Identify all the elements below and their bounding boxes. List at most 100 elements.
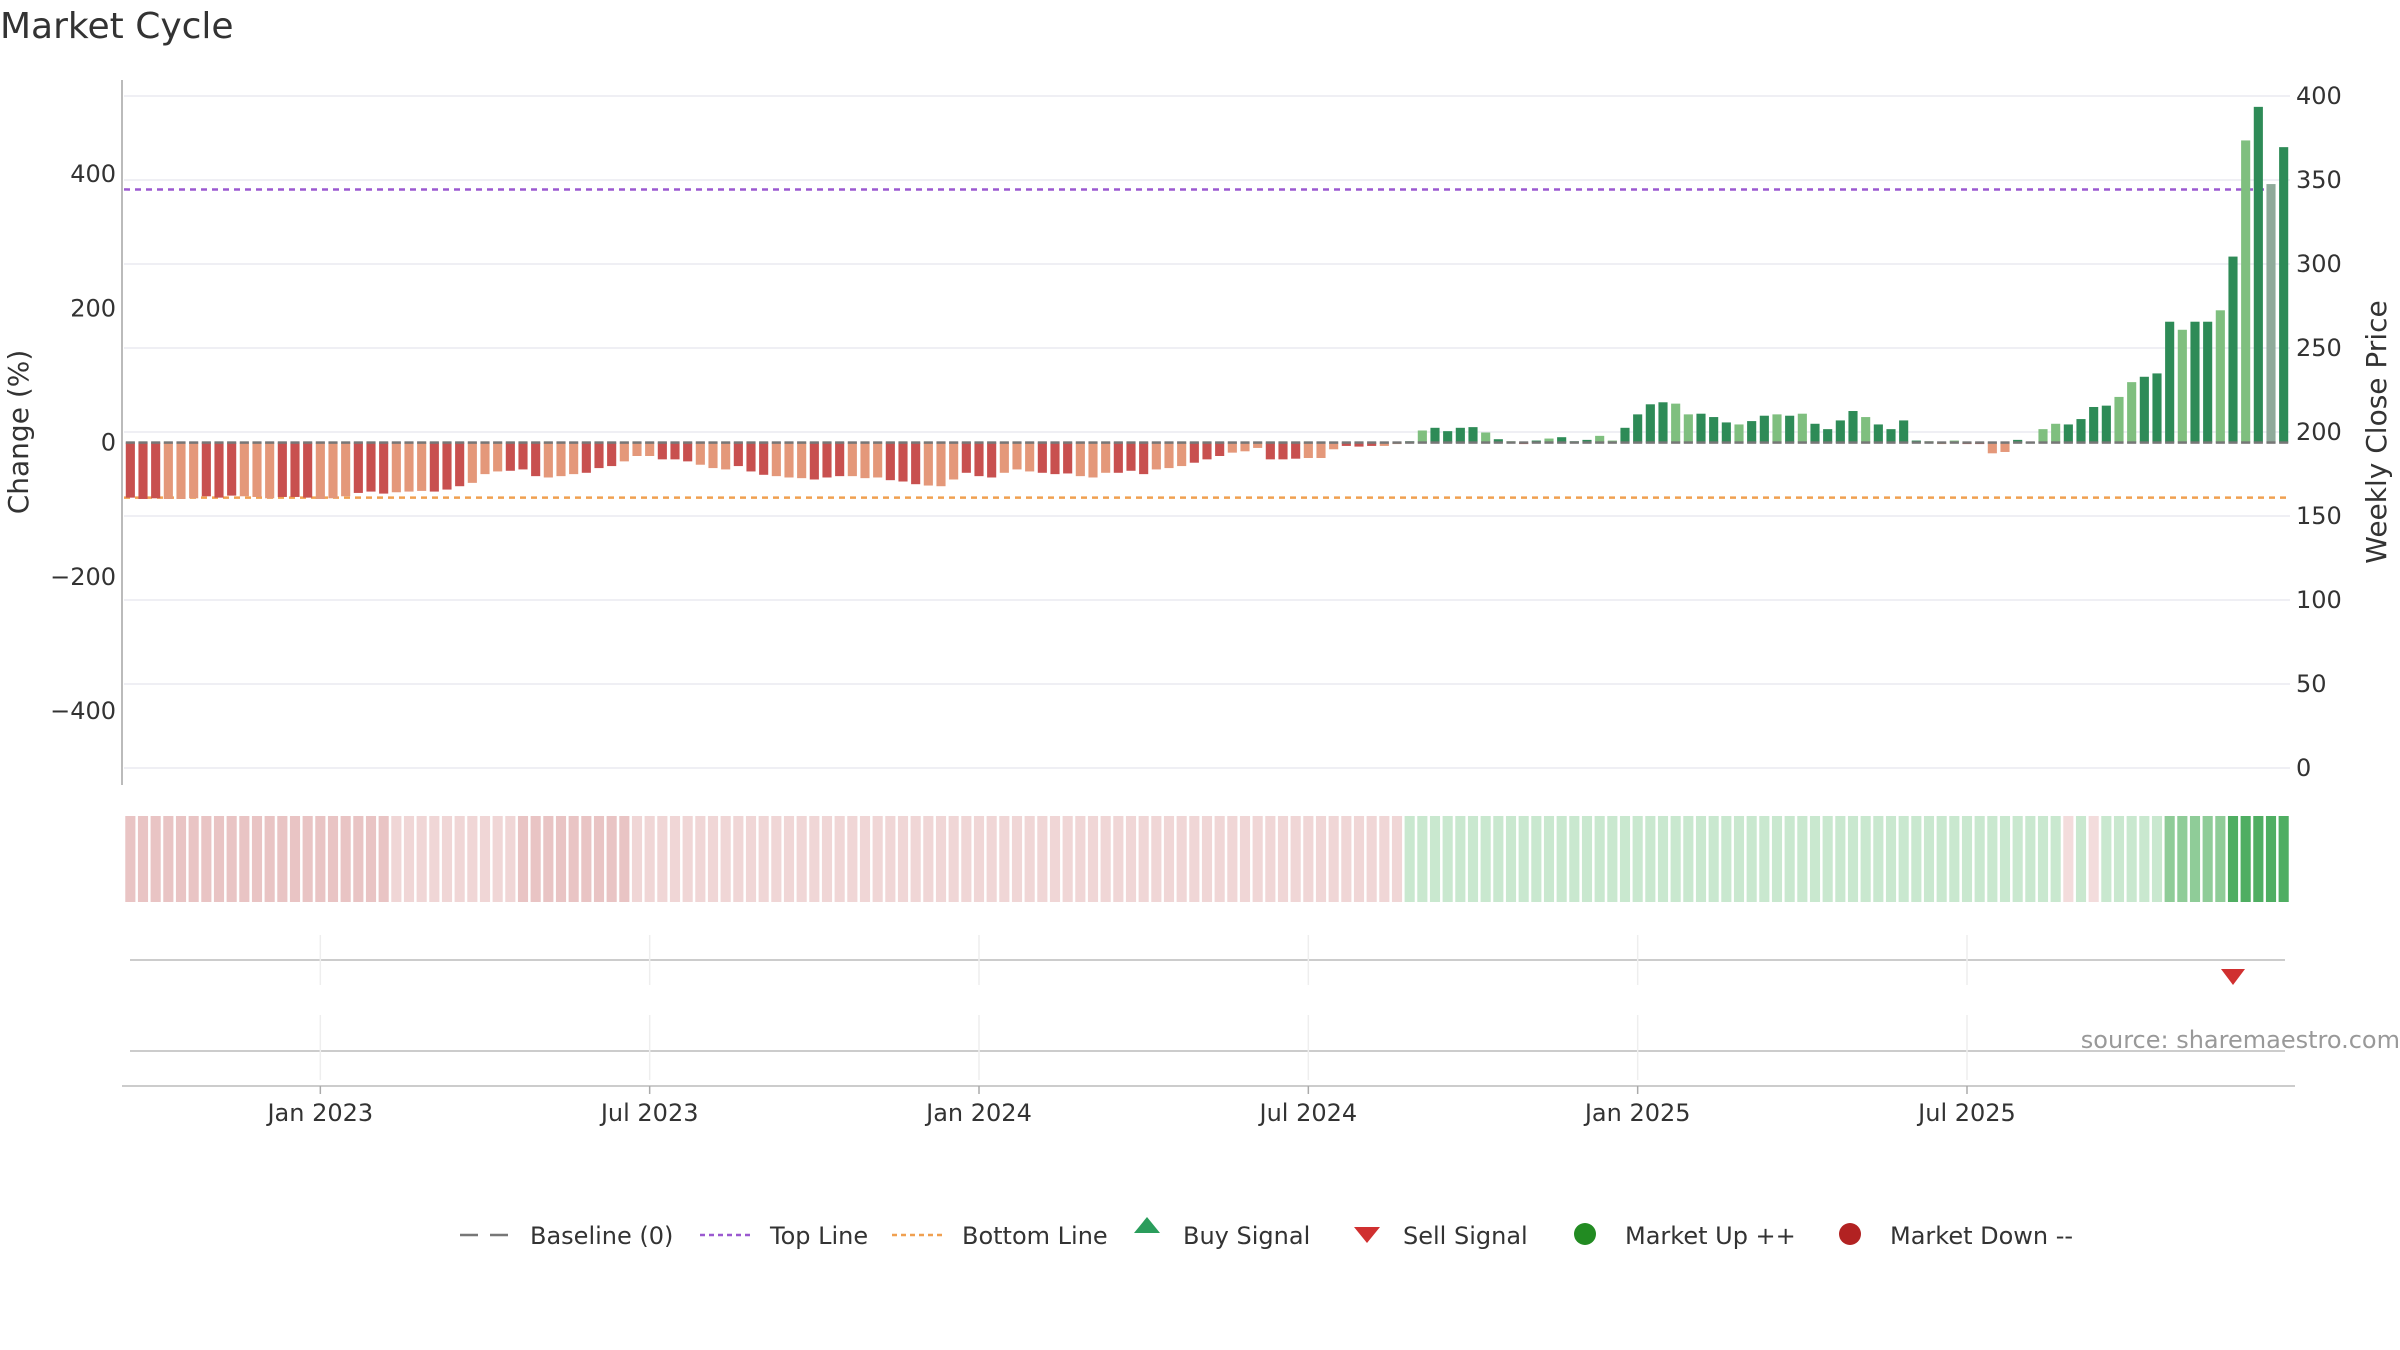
strip-cell [669,816,681,902]
strip-cell [403,816,415,902]
bar-week-157 [2114,396,2124,443]
legend: Baseline (0) Top Line Bottom Line Buy Signa… [460,1217,2073,1250]
bar-week-121 [1658,402,1668,443]
bar-week-115 [1582,439,1592,443]
strip-cell [1594,816,1605,902]
bar-week-147 [1987,442,1997,454]
strip-cell [2215,816,2226,902]
strip-cell [2278,816,2289,902]
strip-cell [492,816,503,902]
bar-week-96 [1341,442,1351,446]
chart-title: Market Cycle [0,6,234,47]
right-tick-label: 0 [2296,754,2311,782]
bar-week-91 [1278,442,1288,460]
bar-week-57 [847,442,857,477]
strip-cell [1835,816,1846,902]
bar-week-66 [961,442,971,473]
market-down-icon [1839,1223,1861,1245]
strip-cell [1113,816,1124,902]
strip-cell [733,816,744,902]
bar-week-88 [1240,442,1250,452]
legend-item: Buy Signal [1134,1217,1310,1250]
bar-week-130 [1772,414,1782,443]
bar-week-75 [1075,442,1085,477]
bar-week-52 [784,442,794,478]
strip-cell [1556,816,1567,902]
strip-cell [1201,816,1213,902]
bar-week-152 [2051,423,2061,443]
bar-week-127 [1734,424,1744,443]
left-tick-label: 200 [70,294,116,322]
strip-cell [1239,816,1251,902]
bar-week-170 [2279,147,2289,443]
bar-week-47 [721,442,731,470]
strip-cell [1683,816,1694,902]
bar-week-21 [391,442,401,493]
bar-week-1 [138,442,148,499]
strip-cell [251,816,263,902]
strip-cell [619,816,630,902]
bar-week-148 [2000,442,2010,452]
bar-week-98 [1367,442,1377,446]
strip-cell [1999,816,2011,902]
bar-week-102 [1417,430,1427,443]
bar-week-65 [949,442,959,480]
bar-week-90 [1265,442,1275,460]
bar-week-158 [2127,382,2137,443]
bar-week-34 [556,442,566,477]
strip-cell [1404,816,1415,902]
strip-cell [707,816,719,902]
bar-week-23 [417,442,427,491]
strip-cell [1860,816,1871,902]
bar-week-53 [797,442,807,479]
bar-week-24 [429,442,439,492]
bar-week-42 [657,442,667,460]
bar-week-74 [1063,442,1073,474]
main-grid [124,95,2290,769]
bar-week-4 [176,442,186,499]
bar-week-61 [898,442,908,482]
bar-week-149 [2013,439,2023,443]
strip-cell [1353,816,1365,902]
bar-week-159 [2139,376,2149,443]
source-label: source: sharemaestro.com [2081,1026,2400,1054]
bar-week-28 [480,442,490,475]
bar-week-122 [1671,403,1681,443]
strip-cell [783,816,795,902]
strip-cell [1911,816,1922,902]
strip-cell [1341,816,1352,902]
strip-cell [885,816,896,902]
legend-label: Buy Signal [1183,1222,1310,1250]
bar-week-31 [518,442,528,470]
strip-cell [1873,816,1884,902]
strip-cell [1657,816,1669,902]
right-tick-label: 100 [2296,586,2342,614]
bar-week-106 [1468,427,1478,443]
strip-cell [606,816,617,902]
strip-cell [1961,816,1973,902]
strip-cell [1708,816,1719,902]
strip-cell [1746,816,1757,902]
bar-week-119 [1633,414,1643,443]
strip-cell [1721,816,1732,902]
strip-cell [505,816,516,902]
strip-cell [2151,816,2163,902]
bar-week-68 [987,442,997,478]
legend-item: Sell Signal [1354,1222,1528,1250]
strip-cell [175,816,187,902]
strip-cell [1493,816,1504,902]
strip-cell [1695,816,1707,902]
bar-week-155 [2089,406,2099,443]
strip-cell [935,816,947,902]
bar-week-70 [1012,442,1022,470]
strip-cell [581,816,592,902]
bar-week-17 [341,442,351,497]
bar-week-72 [1037,442,1047,473]
legend-item: Baseline (0) [460,1222,673,1250]
strip-cell [1480,816,1491,902]
bar-week-139 [1886,429,1896,443]
strip-cell [1784,816,1795,902]
bar-week-79 [1126,442,1136,471]
strip-cell [429,816,440,902]
